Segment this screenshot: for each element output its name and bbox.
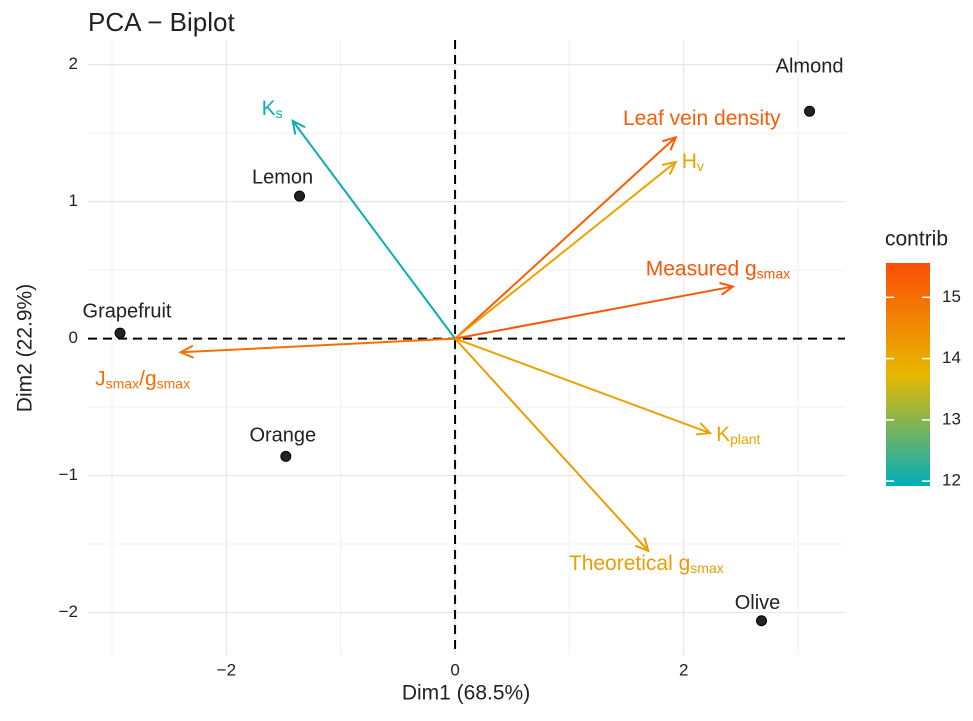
- variable-label: Hv: [682, 149, 704, 173]
- individual-point: [280, 450, 292, 462]
- variable-arrow: [454, 160, 678, 340]
- variable-arrow: [454, 337, 713, 436]
- variable-label: Leaf vein density: [623, 107, 781, 130]
- label-part: H: [682, 149, 697, 172]
- label-part: J: [95, 367, 106, 390]
- label-part: Leaf vein density: [623, 107, 781, 130]
- label-subscript: smax: [157, 375, 190, 391]
- variable-arrow: [454, 135, 678, 340]
- label-subscript: s: [276, 105, 283, 121]
- colorbar: [886, 263, 930, 486]
- y-tick-label: −1: [59, 465, 78, 484]
- arrow-shaft: [291, 120, 456, 340]
- arrow-head: [662, 135, 678, 151]
- arrow-head: [719, 281, 736, 296]
- individual-point: [756, 615, 768, 627]
- individual-label: Grapefruit: [83, 300, 172, 322]
- label-part: /g: [139, 367, 157, 390]
- individual-label: Lemon: [252, 166, 313, 188]
- individual-label: Almond: [776, 56, 844, 78]
- arrow-shaft: [454, 285, 734, 340]
- arrow-shaft: [454, 337, 711, 435]
- y-tick-label: 2: [69, 54, 78, 73]
- y-axis-title: Dim2 (22.9%): [14, 284, 37, 412]
- individual-point: [294, 190, 306, 202]
- x-axis-title: Dim1 (68.5%): [402, 682, 530, 705]
- variable-arrow: [454, 281, 736, 340]
- arrow-shaft: [180, 337, 456, 354]
- colorbar-label: 13: [942, 409, 961, 428]
- legend-title: contrib: [885, 228, 948, 251]
- variable-label: Jsmax/gsmax: [95, 367, 190, 391]
- arrow-head: [178, 344, 194, 359]
- arrow-head: [291, 118, 306, 135]
- individual-label: Orange: [249, 425, 316, 447]
- individual-label: Olive: [735, 592, 781, 614]
- variable-arrow: [178, 337, 456, 359]
- arrow-shaft: [454, 337, 650, 552]
- label-part: K: [262, 96, 276, 119]
- x-tick-label: 2: [679, 660, 688, 679]
- arrow-shaft: [454, 161, 677, 340]
- colorbar-label: 14: [942, 348, 961, 367]
- arrow-head: [661, 160, 678, 175]
- variable-label: Ks: [262, 96, 283, 120]
- label-part: Measured g: [646, 257, 757, 280]
- x-tick-label: −2: [217, 660, 236, 679]
- variable-label: Measured gsmax: [646, 257, 790, 281]
- colorbar-label: 12: [942, 471, 961, 490]
- individual-point: [804, 105, 816, 117]
- arrow-head: [634, 537, 650, 553]
- label-part: K: [716, 423, 730, 446]
- x-tick-label: 0: [450, 660, 459, 679]
- label-subscript: smax: [757, 265, 790, 281]
- label-subscript: v: [697, 158, 704, 174]
- arrow-shaft: [454, 136, 677, 340]
- variable-label: Theoretical gsmax: [569, 551, 724, 575]
- colorbar-label: 15: [942, 287, 961, 306]
- arrow-head: [696, 422, 713, 436]
- individual-point: [114, 327, 126, 339]
- variable-label: Kplant: [716, 423, 760, 447]
- variable-arrow: [454, 337, 650, 553]
- label-part: Theoretical g: [569, 551, 690, 574]
- label-subscript: smax: [106, 375, 139, 391]
- label-subscript: smax: [690, 560, 723, 576]
- variable-arrow: [291, 118, 456, 340]
- y-tick-label: −2: [59, 602, 78, 621]
- y-tick-label: 1: [69, 191, 78, 210]
- y-tick-label: 0: [69, 328, 78, 347]
- label-subscript: plant: [730, 431, 760, 447]
- chart-title: PCA − Biplot: [88, 7, 235, 37]
